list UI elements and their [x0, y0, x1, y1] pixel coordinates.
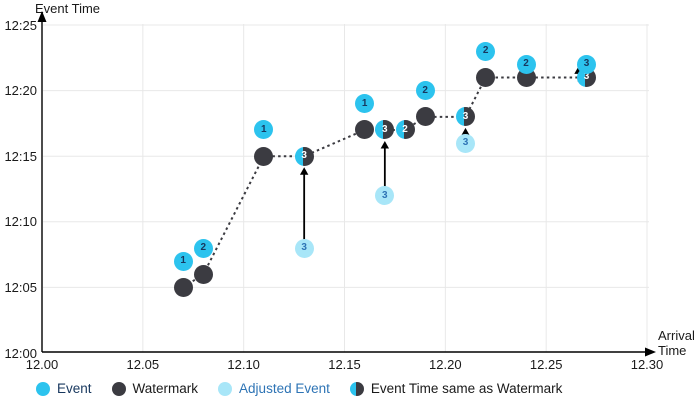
y-axis-title: Event Time [35, 1, 101, 16]
x-axis-title: Arrival Time [658, 328, 695, 358]
legend-label-watermark: Watermark [132, 381, 199, 396]
event-same-as-watermark-marker: 3 [294, 146, 314, 166]
y-tick-label: 12:25 [4, 17, 37, 33]
watermark-marker [415, 107, 435, 127]
legend-item-watermark: Watermark [111, 381, 199, 396]
y-tick-label: 12:00 [4, 345, 37, 361]
chart-legend: Event Watermark Adjusted Event Event Tim… [36, 381, 562, 396]
watermark-marker [355, 120, 375, 140]
watermark-marker [173, 277, 193, 297]
adjusted-event-marker: 3 [294, 238, 314, 258]
x-tick-label: 12.20 [429, 357, 462, 372]
x-tick-label: 12.00 [25, 357, 59, 372]
watermark-marker [254, 146, 274, 166]
event-marker: 3 [577, 54, 596, 74]
event-marker: 1 [254, 120, 274, 140]
event-same-as-watermark-marker: 3 [456, 107, 475, 127]
event-same-as-watermark-marker: 2 [395, 120, 415, 140]
event-marker: 2 [476, 41, 496, 61]
legend-label-event: Event [57, 381, 92, 396]
y-tick-label: 12:15 [4, 148, 37, 164]
watermark-swatch-icon [111, 381, 126, 396]
x-tick-label: 12.25 [529, 357, 563, 372]
legend-item-event: Event [36, 381, 92, 396]
x-tick-label: 12.05 [126, 357, 160, 372]
same-as-watermark-swatch-icon [349, 381, 364, 396]
adjusted-event-swatch-icon [218, 381, 233, 396]
event-swatch-icon [36, 381, 50, 396]
adjusted-event-marker: 3 [456, 133, 475, 153]
event-marker: 1 [173, 251, 193, 271]
legend-item-same-as-watermark: Event Time same as Watermark [349, 381, 563, 396]
event-marker: 2 [415, 81, 435, 101]
legend-item-adjusted-event: Adjusted Event [218, 381, 330, 396]
y-tick-label: 12:20 [4, 83, 37, 99]
event-marker: 2 [193, 238, 213, 258]
event-marker: 2 [516, 54, 536, 74]
watermark-marker [193, 264, 213, 284]
event-marker: 1 [355, 94, 375, 114]
y-tick-label: 12:10 [4, 214, 37, 230]
adjusted-event-marker: 3 [375, 186, 395, 206]
legend-label-same-as-watermark: Event Time same as Watermark [370, 381, 563, 396]
x-tick-label: 12.30 [630, 357, 664, 372]
watermark-marker [476, 67, 496, 87]
x-tick-label: 12.10 [227, 357, 260, 372]
event-same-as-watermark-marker: 3 [375, 120, 395, 140]
x-tick-label: 12.15 [328, 357, 361, 372]
y-tick-label: 12:05 [4, 279, 37, 295]
legend-label-adjusted-event: Adjusted Event [239, 381, 330, 396]
